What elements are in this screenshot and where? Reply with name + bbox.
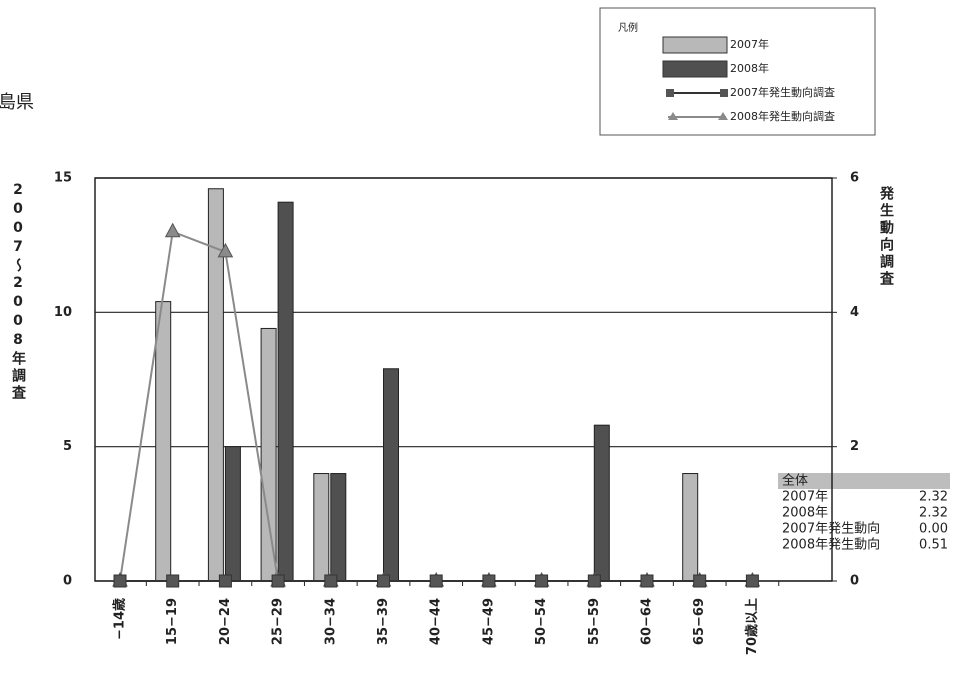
- marker: [166, 574, 180, 588]
- page-label: 島県: [0, 92, 34, 113]
- x-tick-label: 15−19: [165, 598, 180, 645]
- marker: [271, 574, 285, 588]
- y-tick-label: 15: [54, 171, 72, 186]
- legend-label: 2007年: [730, 37, 769, 51]
- legend-label: 2007年発生動向調査: [730, 85, 835, 99]
- x-tick-label: 45−49: [481, 598, 496, 645]
- table-value: 2.32: [919, 506, 948, 521]
- bar: [313, 473, 330, 582]
- legend-label: 2008年: [730, 61, 769, 75]
- legend-marker: [668, 112, 678, 120]
- marker: [164, 222, 181, 238]
- legend-marker: [666, 89, 674, 97]
- marker: [587, 574, 601, 588]
- bar: [260, 327, 277, 582]
- y2-tick-label: 6: [850, 171, 859, 186]
- x-tick-label: 25−29: [271, 598, 286, 645]
- bar: [277, 201, 294, 582]
- legend-swatch: [662, 60, 728, 78]
- y-tick-label: 0: [63, 574, 72, 589]
- x-tick-label: 65−69: [692, 598, 707, 645]
- bar: [383, 368, 399, 582]
- legend-swatch: [662, 36, 728, 54]
- y2-axis-label: 発生動向調査: [878, 185, 895, 288]
- x-tick-label: 35−39: [376, 598, 391, 645]
- x-tick-label: 60−64: [640, 598, 655, 645]
- marker: [324, 574, 338, 588]
- x-tick-label: 30−34: [323, 598, 338, 645]
- y-tick-label: 5: [63, 439, 72, 454]
- x-tick-label: 50−54: [534, 598, 549, 645]
- marker: [693, 574, 707, 588]
- marker: [745, 574, 759, 588]
- table-value: 2.32: [919, 490, 948, 505]
- bar: [330, 473, 347, 582]
- legend-box: [599, 7, 876, 136]
- table-label: 2007年発生動向: [782, 521, 880, 537]
- table-header: 全体: [782, 473, 808, 489]
- x-tick-label: 55−59: [587, 598, 602, 645]
- legend-marker: [718, 112, 728, 120]
- y-axis-label: 2007〜2008年調査: [10, 182, 26, 402]
- legend-title: 凡例: [618, 21, 638, 34]
- marker: [482, 574, 496, 588]
- table-header-bg: [778, 473, 950, 489]
- legend-marker: [720, 89, 728, 97]
- x-tick-label: 20−24: [218, 598, 233, 645]
- y-tick-label: 10: [54, 305, 72, 320]
- marker: [217, 242, 234, 258]
- marker: [640, 574, 654, 588]
- x-tick-label: 70歳以上: [744, 598, 760, 655]
- table-label: 2008年発生動向: [782, 537, 880, 553]
- marker: [535, 574, 549, 588]
- legend-label: 2008年発生動向調査: [730, 109, 835, 123]
- marker: [113, 574, 127, 588]
- bar: [224, 446, 241, 582]
- y2-tick-label: 4: [850, 305, 859, 320]
- bar: [155, 301, 172, 582]
- y2-tick-label: 0: [850, 574, 859, 589]
- y2-tick-label: 2: [850, 439, 859, 454]
- marker: [377, 574, 390, 588]
- plot-frame: [94, 177, 833, 582]
- table-label: 2007年: [782, 490, 828, 505]
- table-value: 0.00: [919, 522, 948, 537]
- table-value: 0.51: [919, 538, 948, 553]
- table-label: 2008年: [782, 506, 828, 521]
- x-tick-label: 40−44: [429, 598, 444, 645]
- bar: [682, 473, 699, 582]
- bar: [593, 424, 610, 582]
- marker: [429, 574, 443, 588]
- x-tick-label: −14歳: [112, 598, 128, 640]
- marker: [218, 574, 232, 588]
